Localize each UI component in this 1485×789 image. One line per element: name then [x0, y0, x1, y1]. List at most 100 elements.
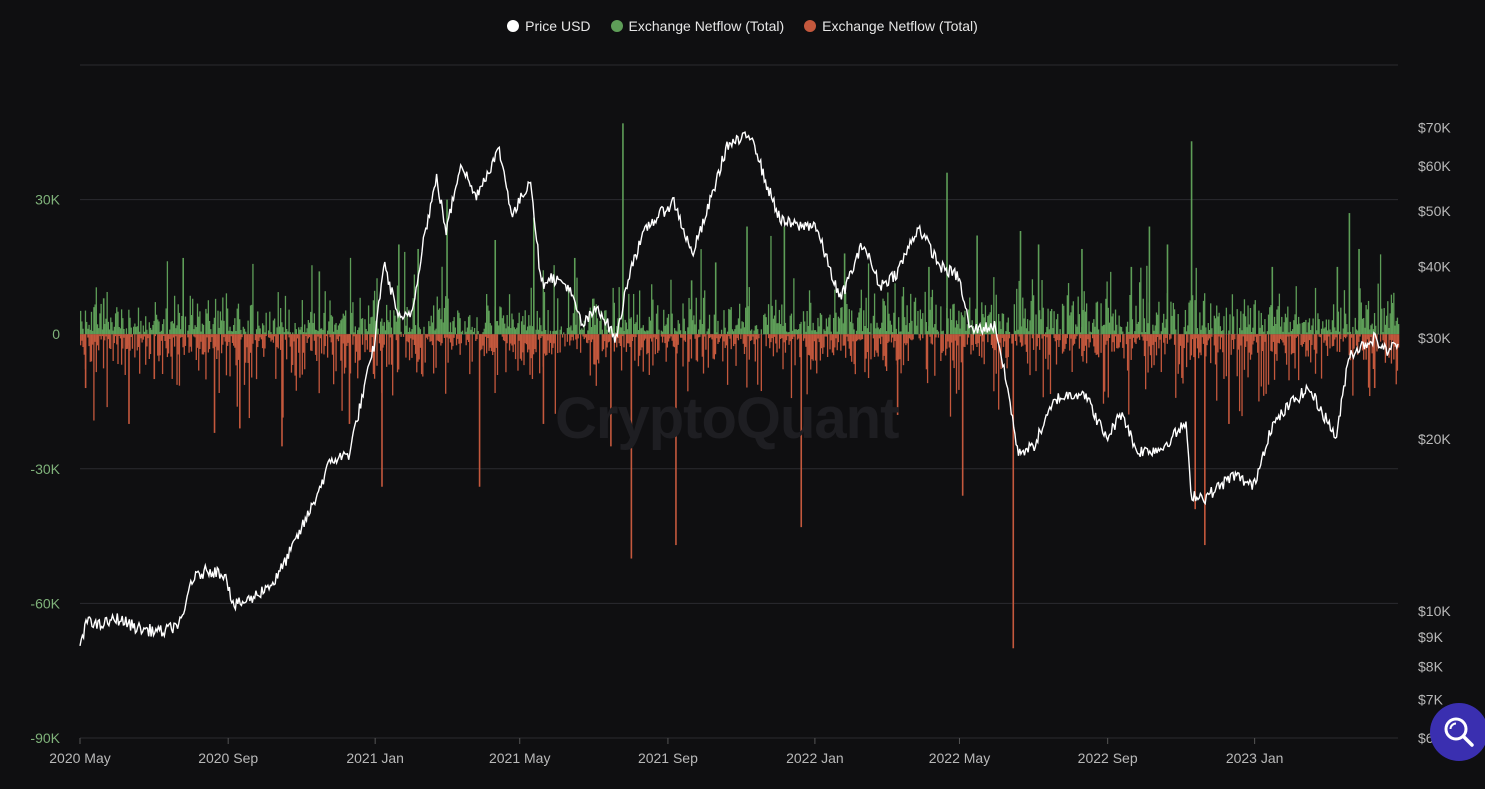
legend-item-inflow[interactable]: Exchange Netflow (Total)	[610, 18, 784, 34]
netflow-bar-outflow	[231, 334, 234, 343]
netflow-bar-inflow	[96, 324, 99, 335]
netflow-bar-outflow	[1283, 334, 1285, 346]
netflow-bar-outflow	[451, 334, 453, 350]
netflow-bar-outflow	[352, 334, 354, 345]
netflow-bar-inflow	[1244, 316, 1247, 335]
netflow-bar-outflow	[622, 334, 624, 337]
netflow-bar-inflow	[145, 316, 147, 335]
netflow-bar-inflow	[635, 322, 637, 335]
netflow-bar-outflow	[248, 334, 250, 419]
netflow-bar-outflow	[273, 334, 276, 337]
netflow-bar-inflow	[1025, 328, 1028, 335]
netflow-bar-outflow	[982, 334, 984, 342]
netflow-bar-outflow	[288, 334, 290, 338]
netflow-bar-outflow	[359, 334, 361, 360]
netflow-bar-outflow	[195, 334, 197, 361]
netflow-bar-inflow	[620, 327, 623, 335]
netflow-bar-outflow	[1206, 334, 1208, 346]
netflow-bar-inflow	[460, 331, 463, 335]
netflow-bar-outflow	[1170, 334, 1172, 339]
netflow-bar-outflow	[373, 334, 376, 379]
legend-item-outflow[interactable]: Exchange Netflow (Total)	[804, 18, 978, 34]
netflow-bar-outflow	[735, 334, 737, 366]
netflow-bar-inflow	[1318, 319, 1320, 335]
netflow-bar-outflow	[805, 334, 807, 347]
netflow-bar-inflow	[116, 307, 118, 335]
netflow-bar-outflow	[1210, 334, 1212, 364]
netflow-bar-outflow	[953, 334, 955, 369]
netflow-bar-outflow	[1037, 334, 1040, 338]
netflow-bar-outflow	[376, 334, 378, 366]
netflow-bar-inflow	[1347, 332, 1349, 335]
netflow-bar-inflow	[848, 309, 850, 335]
netflow-bar-inflow	[1277, 306, 1279, 335]
netflow-bar-inflow	[1389, 313, 1391, 335]
netflow-bar-outflow	[529, 334, 531, 375]
netflow-bar-outflow	[864, 334, 866, 373]
netflow-bar-inflow	[637, 330, 640, 335]
netflow-bar-outflow	[940, 334, 942, 362]
netflow-bar-inflow	[804, 321, 806, 335]
netflow-bar-inflow	[760, 329, 762, 335]
netflow-bar-outflow	[1045, 334, 1047, 359]
search-button[interactable]	[1430, 703, 1485, 761]
netflow-bar-outflow	[748, 334, 750, 360]
netflow-bar-outflow	[1019, 334, 1022, 343]
netflow-bar-outflow	[694, 334, 696, 339]
netflow-bar-inflow	[571, 330, 573, 335]
netflow-bar-outflow	[1113, 334, 1115, 352]
netflow-spike-inflow	[746, 226, 748, 335]
netflow-bar-inflow	[522, 316, 524, 335]
netflow-bar-inflow	[906, 305, 908, 335]
netflow-bar-outflow	[440, 334, 442, 346]
netflow-bar-inflow	[1066, 295, 1068, 335]
netflow-bar-outflow	[740, 334, 742, 340]
netflow-bar-outflow	[275, 334, 277, 379]
netflow-bar-outflow	[145, 334, 147, 365]
netflow-spike-inflow	[446, 199, 448, 335]
netflow-bar-inflow	[220, 320, 223, 335]
netflow-bar-inflow	[1270, 305, 1272, 335]
netflow-bar-inflow	[1017, 329, 1019, 335]
netflow-bar-inflow	[1377, 283, 1379, 335]
left-axis-tick-label: -90K	[30, 730, 60, 746]
netflow-bar-outflow	[320, 334, 323, 354]
netflow-bar-inflow	[825, 318, 828, 335]
netflow-bar-inflow	[981, 302, 983, 335]
netflow-bar-inflow	[1072, 301, 1075, 335]
netflow-bar-inflow	[1001, 313, 1003, 335]
netflow-bar-outflow	[835, 334, 837, 339]
netflow-bar-outflow	[1331, 334, 1334, 347]
netflow-bar-inflow	[907, 331, 909, 335]
netflow-bar-inflow	[240, 329, 242, 335]
netflow-bar-inflow	[723, 310, 725, 335]
netflow-bar-inflow	[549, 330, 552, 335]
left-axis-tick-label: 0	[52, 326, 60, 342]
netflow-bar-outflow	[755, 334, 758, 340]
netflow-bar-inflow	[578, 315, 581, 335]
netflow-bar-inflow	[559, 329, 561, 335]
netflow-bar-outflow	[87, 334, 89, 338]
netflow-bar-inflow	[343, 315, 346, 335]
netflow-bar-inflow	[813, 330, 815, 335]
netflow-bar-inflow	[1177, 314, 1179, 335]
netflow-bar-inflow	[835, 312, 837, 335]
netflow-bar-inflow	[269, 311, 271, 335]
netflow-bar-outflow	[1182, 334, 1184, 384]
netflow-bar-inflow	[865, 297, 867, 335]
netflow-bar-inflow	[812, 322, 814, 335]
netflow-bar-inflow	[1211, 328, 1213, 335]
netflow-bar-inflow	[961, 315, 964, 335]
legend-item-price[interactable]: Price USD	[507, 18, 591, 34]
netflow-bar-outflow	[223, 334, 225, 338]
netflow-bar-outflow	[92, 334, 94, 345]
right-axis-tick-label: $10K	[1418, 603, 1451, 619]
netflow-bar-inflow	[771, 305, 773, 335]
netflow-bar-outflow	[1244, 334, 1247, 347]
netflow-bar-inflow	[793, 278, 795, 335]
netflow-bar-inflow	[324, 291, 326, 335]
netflow-bar-inflow	[1164, 327, 1166, 335]
netflow-bar-inflow	[1317, 313, 1319, 335]
netflow-bar-inflow	[80, 310, 82, 335]
netflow-bar-outflow	[116, 334, 118, 345]
